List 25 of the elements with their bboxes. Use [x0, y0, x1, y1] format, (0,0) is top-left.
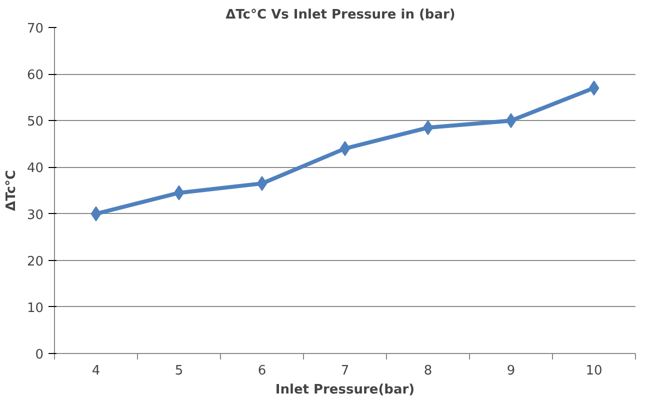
point — [422, 120, 434, 136]
point — [90, 206, 102, 222]
y-tick-label: 10 — [26, 300, 44, 316]
y-tick-label: 20 — [26, 254, 44, 270]
x-tick-label: 4 — [92, 364, 100, 378]
y-axis-title: ΔTc°C — [4, 170, 19, 211]
chart-title: ΔTc°C Vs Inlet Pressure in (bar) — [226, 8, 456, 22]
point — [174, 185, 184, 200]
y-tick-label: 60 — [26, 68, 44, 84]
x-tick-label: 9 — [506, 364, 516, 378]
y-tick-label: 30 — [26, 208, 44, 223]
y-tick-label: 0 — [35, 348, 44, 362]
point — [340, 141, 350, 156]
x-tick-label: 7 — [340, 364, 350, 378]
point — [588, 80, 600, 96]
y-tick-label: 70 — [26, 22, 44, 36]
y-tick-label: 50 — [26, 114, 44, 130]
x-tick-label: 10 — [586, 364, 602, 378]
x-tick-label: 5 — [174, 364, 184, 378]
point — [506, 113, 516, 128]
x-tick-label: 8 — [424, 364, 432, 378]
y-tick-label: 40 — [26, 161, 44, 176]
x-tick-label: 6 — [258, 364, 266, 378]
point — [256, 176, 268, 192]
x-axis-title: Inlet Pressure(bar) — [275, 382, 415, 398]
